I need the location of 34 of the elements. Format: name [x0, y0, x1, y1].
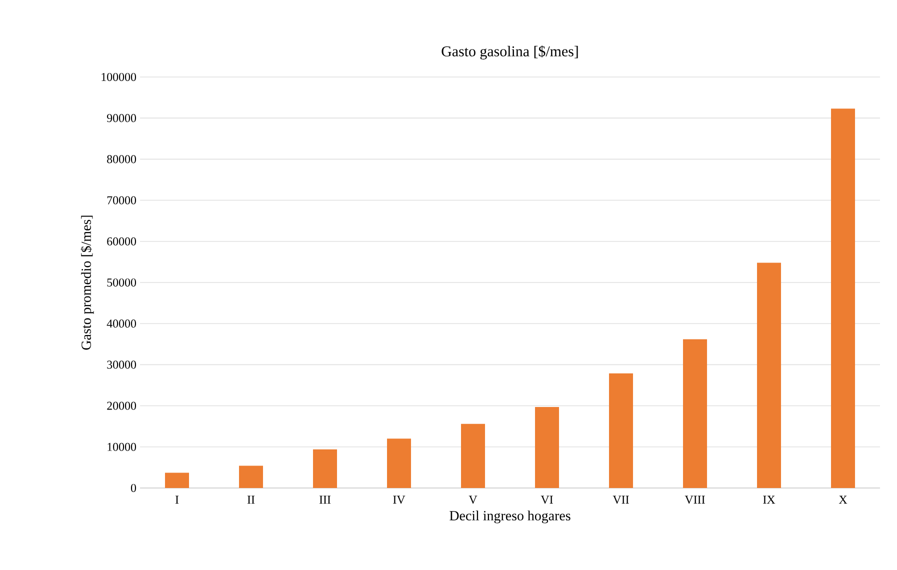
- bar: [757, 262, 782, 488]
- y-tick-label: 40000: [106, 320, 136, 328]
- bar: [609, 373, 634, 488]
- x-tick-label: I: [175, 496, 179, 504]
- x-tick-label: VIII: [684, 496, 705, 504]
- bar: [535, 407, 560, 488]
- bar: [387, 438, 412, 488]
- x-tick-label: VI: [540, 496, 553, 504]
- x-tick-label: II: [247, 496, 255, 504]
- y-tick-label: 100000: [102, 72, 136, 82]
- y-tick-label: 90000: [106, 114, 136, 122]
- bar: [165, 472, 190, 488]
- y-tick-label: 10000: [108, 442, 136, 451]
- bar: [683, 339, 708, 488]
- y-axis-title: Gasto promedio [$/mes]: [80, 216, 94, 350]
- y-tick-label: 30000: [107, 360, 136, 369]
- y-tick-label: 70000: [107, 196, 136, 204]
- x-tick-label: VII: [612, 496, 629, 504]
- x-tick-label: X: [838, 496, 848, 504]
- x-tick-label: IV: [393, 496, 406, 504]
- x-tick-label: V: [468, 496, 478, 504]
- bar: [313, 449, 338, 488]
- y-tick-label: 50000: [107, 278, 136, 287]
- y-tick-label: 80000: [107, 155, 136, 164]
- bar: [831, 108, 856, 488]
- bar: [239, 466, 264, 488]
- y-tick-label: 20000: [107, 402, 136, 410]
- chart-title: Gasto gasolina [$/mes]: [442, 45, 578, 60]
- x-tick-label: IX: [763, 496, 776, 504]
- y-tick-label: 60000: [107, 237, 136, 246]
- y-tick-label: 0: [130, 484, 136, 492]
- x-axis-title: Decil ingreso hogares: [450, 510, 570, 524]
- x-tick-label: III: [319, 496, 331, 504]
- bar: [461, 424, 486, 488]
